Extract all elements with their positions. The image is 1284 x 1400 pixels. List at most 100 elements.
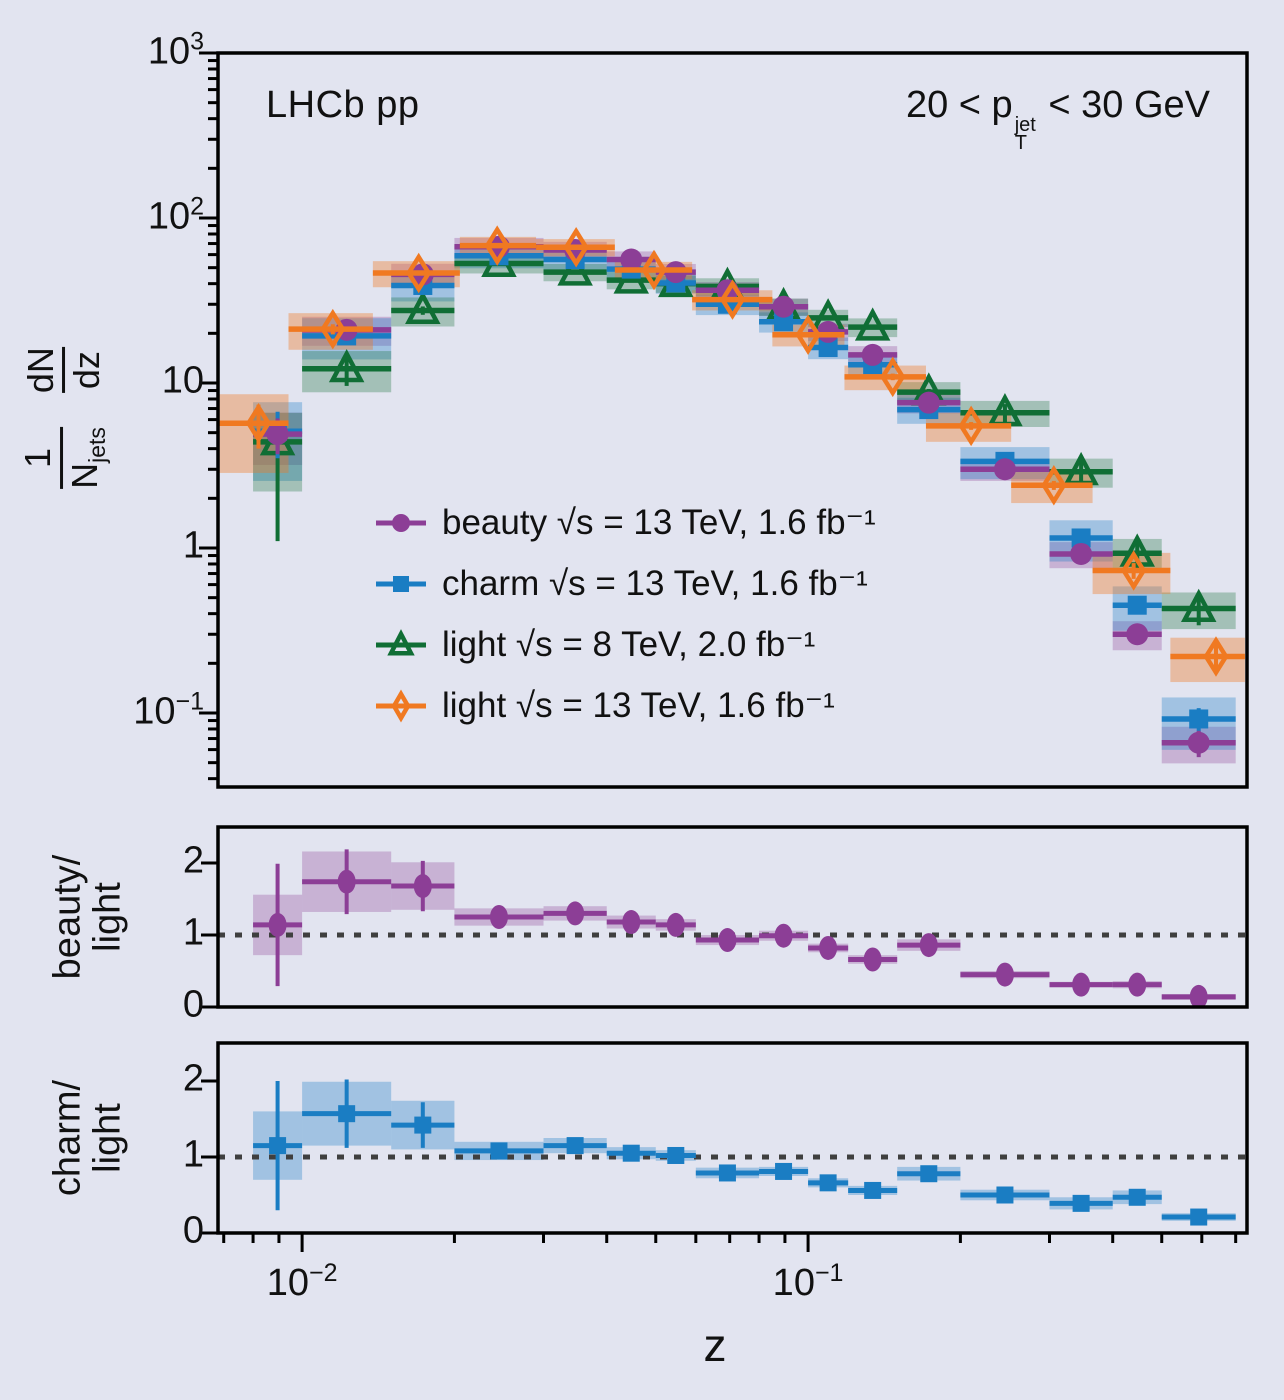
tick-base: 2	[182, 839, 204, 882]
tick-base: 10	[147, 195, 191, 238]
legend-key-marker	[387, 628, 415, 655]
main-y-tick-label: 103	[148, 28, 204, 74]
data-point-diamond	[406, 252, 432, 294]
tick-base: 10	[161, 359, 204, 402]
data-point-diamond	[320, 308, 346, 350]
data-point-diamond	[245, 403, 272, 444]
njets-subscript: jets	[83, 427, 110, 463]
tick-exponent: −2	[308, 1259, 338, 1287]
data-point-circle	[620, 248, 643, 271]
data-point-square	[774, 312, 794, 332]
fraction-bar	[62, 347, 66, 394]
data-point-circle	[413, 874, 432, 899]
main-y-tick-label: 10−1	[133, 688, 204, 734]
kinematics-superscript: jet	[1014, 114, 1036, 136]
data-point-triangle	[854, 307, 891, 341]
data-point-circle	[266, 423, 289, 446]
legend-key-marker	[392, 513, 410, 532]
data-point-circle	[666, 912, 685, 937]
data-point-square	[1128, 1188, 1146, 1206]
data-point-diamond	[958, 405, 984, 447]
legend-item-charm: charm √s = 13 TeV, 1.6 fb⁻¹	[372, 553, 876, 614]
data-point-diamond	[641, 249, 667, 291]
legend-item-light-13tev: light √s = 13 TeV, 1.6 fb⁻¹	[372, 675, 876, 736]
legend-key-graphic	[376, 689, 426, 722]
data-point-circle	[917, 391, 940, 414]
panel-frame	[216, 825, 1249, 1009]
data-point-circle	[919, 933, 938, 958]
legend-label: light √s = 8 TeV, 2.0 fb⁻¹	[442, 624, 816, 664]
data-point-square	[414, 1116, 432, 1134]
legend-key-graphic	[376, 575, 426, 592]
axis-ticks	[199, 51, 1238, 1252]
data-point-square	[818, 338, 838, 358]
data-point-diamond	[1203, 636, 1229, 677]
tick-base: 1	[182, 911, 204, 954]
tick-base: 10	[147, 30, 191, 73]
beauty-marker-icon	[372, 503, 430, 543]
charm-marker-icon	[372, 564, 430, 604]
ratio2-y-tick-label: 1	[183, 1133, 204, 1176]
tick-base: 0	[182, 983, 204, 1026]
data-point-triangle	[387, 628, 415, 655]
data-point-circle	[718, 928, 737, 953]
tick-exponent: 3	[190, 27, 204, 56]
tick-base: 0	[182, 1209, 204, 1252]
tick-base: 10	[772, 1262, 815, 1304]
data-point-circle	[1126, 623, 1149, 646]
data-point-circle	[1128, 972, 1147, 997]
data-point-circle	[993, 458, 1016, 481]
data-point-circle	[1072, 972, 1091, 997]
data-point-square	[775, 1162, 793, 1180]
tick-base: 1	[182, 524, 204, 567]
frac-numerator: dN	[19, 347, 61, 394]
data-point-triangle	[1180, 588, 1217, 622]
legend-label: charm √s = 13 TeV, 1.6 fb⁻¹	[442, 563, 868, 603]
data-point-square	[667, 1146, 685, 1164]
data-point-circle	[774, 923, 793, 948]
ratio-panel-data	[218, 849, 1247, 1007]
data-point-circle	[489, 905, 508, 929]
panel-frame	[216, 1041, 1249, 1235]
ratio2-y-axis-title: charm/ light	[46, 1080, 128, 1196]
ratio2-title-line2: light	[86, 1103, 128, 1173]
data-point-square	[269, 1137, 287, 1155]
data-point-circle	[863, 947, 882, 972]
ratio2-y-tick-label: 2	[183, 1057, 204, 1100]
data-point-diamond	[795, 314, 821, 356]
kinematics-subscript: T	[1014, 132, 1027, 155]
tick-exponent: 2	[190, 192, 204, 221]
data-point-circle	[817, 320, 840, 343]
fraction-bar	[59, 427, 63, 489]
ratio1-y-axis-title: beauty/ light	[46, 855, 128, 980]
tick-exponent: −1	[175, 687, 204, 716]
data-point-circle	[1187, 731, 1210, 754]
data-point-square	[996, 1186, 1014, 1204]
data-point-diamond	[391, 689, 411, 722]
data-point-diamond	[563, 226, 589, 268]
legend-label: beauty √s = 13 TeV, 1.6 fb⁻¹	[442, 502, 876, 542]
kinematics-label: 20 < p jet T < 30 GeV	[906, 84, 1210, 155]
data-point-circle	[772, 295, 795, 318]
data-point-triangle	[405, 290, 441, 325]
data-point-diamond	[484, 225, 510, 266]
data-point-circle	[1070, 542, 1093, 565]
light-13tev-marker-icon	[372, 686, 430, 726]
ratio1-title-line2: light	[86, 882, 128, 952]
legend-key-marker	[393, 575, 409, 592]
data-point-diamond	[880, 356, 906, 398]
ratio1-y-tick-label: 1	[183, 911, 204, 954]
data-point-circle	[1189, 984, 1208, 1007]
ratio1-y-tick-label: 2	[183, 839, 204, 882]
njets-base: N	[63, 462, 105, 489]
kinematics-stack: jet T	[1014, 114, 1036, 155]
data-point-diamond	[1121, 550, 1147, 591]
data-point-square	[1071, 528, 1091, 548]
data-point-square	[819, 1174, 837, 1192]
data-point-triangle	[557, 252, 593, 286]
ratio-panel-data	[218, 1079, 1247, 1226]
data-point-circle	[392, 513, 410, 532]
main-panel-data	[218, 225, 1245, 764]
main-y-tick-label: 102	[148, 193, 204, 239]
data-point-square	[338, 1105, 356, 1123]
